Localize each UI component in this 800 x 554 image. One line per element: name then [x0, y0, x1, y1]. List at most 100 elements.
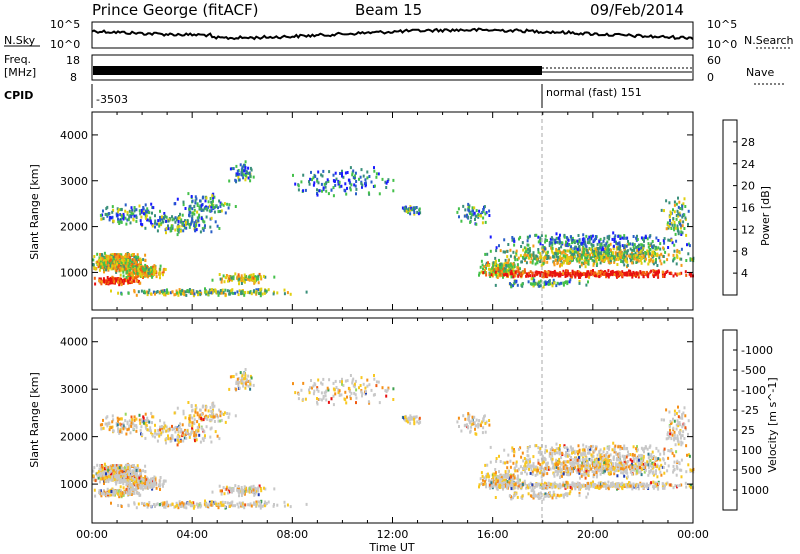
power-cell-2629 [620, 256, 623, 259]
power-cell-1278 [187, 192, 190, 196]
power-cell-3569 [676, 229, 679, 233]
velocity-cell-671 [110, 490, 113, 493]
power-cell-3255 [565, 240, 567, 244]
power-cell-666 [121, 279, 124, 283]
power-cell-3476 [548, 279, 551, 283]
power-cell-3565 [682, 202, 685, 206]
power-cell-444 [120, 261, 123, 264]
velocity-cell-614 [129, 491, 132, 495]
power-cell-393 [104, 259, 107, 263]
power-cell-2415 [555, 247, 558, 251]
power-cell-2496 [531, 261, 534, 265]
power-cell-795 [126, 272, 129, 276]
power-cell-3461 [543, 283, 546, 286]
velocity-cell-1047 [104, 422, 107, 426]
power-cell-1850 [470, 213, 473, 217]
power-cell-3357 [588, 240, 591, 244]
velocity-cell-1235 [205, 414, 207, 418]
power-cell-3237 [551, 243, 554, 247]
power-cell-3574 [678, 221, 681, 224]
velocity-cell-1106 [179, 439, 182, 443]
power-cell-1704 [320, 173, 323, 177]
velocity-cell-1271 [208, 413, 211, 417]
power-cell-3053 [551, 274, 554, 278]
power-cell-2766 [595, 259, 598, 263]
velocity-cell-857 [153, 475, 156, 479]
velocity-cell-1250 [173, 411, 176, 415]
power-cell-1815 [408, 207, 410, 211]
power-cell-1177 [165, 226, 168, 230]
power-cell-2677 [599, 251, 602, 255]
power-cell-2034 [511, 265, 514, 269]
power-cell-3280 [518, 237, 520, 241]
power-cell-1684 [352, 169, 355, 173]
power-cell-3138 [662, 275, 664, 278]
power-cell-2764 [535, 254, 538, 258]
power-cell-1053 [131, 208, 134, 212]
power-cell-3366 [576, 247, 579, 251]
power-cell-1252 [188, 207, 191, 211]
power-cell-2774 [672, 259, 675, 263]
power-cell-2662 [609, 242, 612, 246]
power-cell-3390 [637, 247, 640, 251]
velocity-cell-998 [135, 417, 138, 421]
power-cell-3103 [647, 272, 650, 276]
velocity-cell-1125 [158, 434, 161, 438]
velocity-cell-485 [119, 477, 122, 481]
power-cell-3031 [499, 272, 502, 276]
power-cell-1041 [148, 211, 151, 215]
power-cell-1375 [258, 292, 260, 295]
power-cell-609 [122, 281, 125, 285]
velocity-cell-943 [144, 412, 147, 416]
power-cell-1726 [292, 173, 294, 177]
power-cell-270 [131, 258, 134, 262]
velocity-cell-873 [125, 487, 128, 491]
power-cell-2164 [527, 251, 530, 255]
velocity-cell-1287 [213, 415, 216, 419]
power-cell-2321 [591, 255, 594, 258]
velocity-cell-1185 [160, 425, 163, 428]
power-cell-1552 [259, 288, 262, 292]
velocity-cell-726 [131, 478, 134, 482]
power-cell-2532 [512, 262, 515, 266]
velocity-cell-1299 [249, 374, 252, 378]
velocity-cell-513 [113, 478, 116, 482]
power-cell-3555 [668, 201, 671, 205]
power-cell-1673 [378, 192, 381, 196]
power-cell-1118 [176, 233, 179, 237]
power-cell-1055 [151, 224, 154, 228]
velocity-cell-970 [102, 418, 104, 422]
power-cell-614 [129, 279, 132, 283]
power-cell-931 [150, 270, 153, 274]
power-cell-3288 [637, 246, 640, 250]
power-cell-2314 [609, 260, 612, 264]
power-cell-1485 [250, 292, 253, 296]
power-cell-1924 [504, 258, 507, 262]
power-cell-3318 [635, 245, 638, 249]
power-cell-1733 [338, 185, 341, 189]
power-cell-2510 [568, 256, 571, 260]
velocity-cell-1288 [226, 412, 229, 415]
power-cell-2451 [637, 252, 640, 256]
velocity-cell-498 [124, 472, 127, 476]
power-cell-3352 [549, 237, 552, 241]
power-cell-921 [145, 274, 148, 278]
power-cell-1695 [312, 176, 315, 180]
power-cell-3277 [503, 238, 506, 242]
power-cell-1196 [196, 202, 199, 206]
velocity-cell-626 [137, 491, 140, 495]
power-cell-1626 [230, 276, 233, 280]
velocity-cell-639 [112, 488, 115, 492]
power-cell-1044 [117, 217, 119, 221]
power-cell-1605 [222, 274, 225, 278]
power-cell-3194 [657, 239, 660, 242]
power-cell-982 [126, 218, 129, 222]
velocity-cell-445 [119, 476, 122, 480]
power-cell-165 [101, 253, 104, 257]
velocity-cell-1276 [202, 418, 205, 422]
velocity-cell-868 [141, 484, 144, 488]
power-cell-905 [150, 272, 153, 276]
power-cell-1592 [253, 281, 256, 285]
